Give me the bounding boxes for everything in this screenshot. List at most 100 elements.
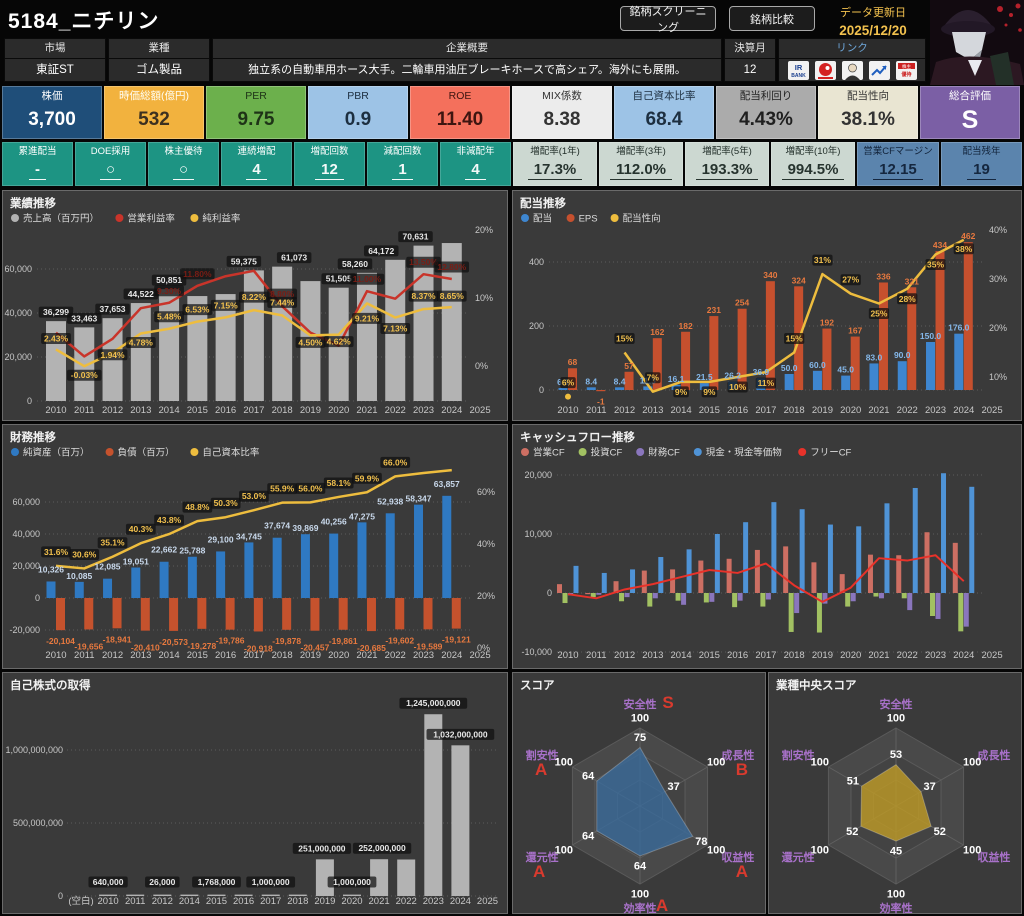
svg-text:2014: 2014 bbox=[671, 650, 692, 661]
svg-text:61,073: 61,073 bbox=[281, 253, 307, 263]
svg-text:-19,878: -19,878 bbox=[272, 636, 301, 646]
svg-text:53: 53 bbox=[890, 749, 902, 761]
metric-label: 自己資本比率 bbox=[632, 90, 696, 102]
svg-text:自己資本比率: 自己資本比率 bbox=[202, 447, 260, 459]
svg-text:55.9%: 55.9% bbox=[270, 484, 295, 494]
buffettcode-link-icon[interactable] bbox=[841, 61, 863, 80]
svg-text:59,375: 59,375 bbox=[231, 256, 257, 266]
svg-text:37,653: 37,653 bbox=[100, 304, 126, 314]
svg-text:70,631: 70,631 bbox=[403, 232, 429, 242]
svg-text:2017: 2017 bbox=[243, 650, 264, 661]
svg-text:2017: 2017 bbox=[755, 405, 776, 416]
svg-text:11%: 11% bbox=[758, 378, 775, 388]
metric-label: 連続増配 bbox=[237, 146, 276, 157]
svg-text:26.2: 26.2 bbox=[724, 371, 741, 381]
svg-text:6.53%: 6.53% bbox=[185, 305, 210, 315]
panel-score: 安全性 100 75 S 成長性 100 37 B 収益性 100 78 A 効率性 100 64 A 還元性 1… bbox=[512, 672, 766, 915]
irbank-link-icon[interactable]: IR BANK bbox=[787, 61, 809, 80]
svg-text:2024: 2024 bbox=[441, 650, 462, 661]
svg-text:13.50%: 13.50% bbox=[409, 257, 438, 267]
svg-text:2013: 2013 bbox=[130, 650, 151, 661]
svg-text:26,000: 26,000 bbox=[149, 877, 175, 887]
svg-text:20%: 20% bbox=[475, 225, 493, 235]
jiko-title: 自己株式の取得 bbox=[10, 680, 91, 692]
svg-text:7.44%: 7.44% bbox=[270, 297, 295, 307]
svg-text:-20,457: -20,457 bbox=[301, 643, 330, 653]
svg-text:40.3%: 40.3% bbox=[129, 524, 154, 534]
svg-text:5.48%: 5.48% bbox=[157, 312, 182, 322]
svg-text:9.30%: 9.30% bbox=[157, 286, 182, 296]
svg-text:-19,278: -19,278 bbox=[187, 641, 216, 651]
svg-text:2015: 2015 bbox=[187, 650, 208, 661]
svg-text:182: 182 bbox=[678, 321, 692, 331]
svg-text:52: 52 bbox=[934, 826, 946, 838]
metric2-増配率(5年): 増配率(5年) 193.3% bbox=[685, 142, 769, 186]
metric-配当性向: 配当性向 38.1% bbox=[818, 86, 918, 139]
compare-button[interactable]: 銘柄比較 bbox=[729, 6, 815, 31]
svg-text:60.0: 60.0 bbox=[809, 360, 826, 370]
metric2-株主優待: 株主優待 ○ bbox=[148, 142, 219, 186]
svg-text:64,172: 64,172 bbox=[368, 246, 394, 256]
svg-text:10%: 10% bbox=[475, 293, 493, 303]
svg-text:2021: 2021 bbox=[868, 405, 889, 416]
svg-text:68: 68 bbox=[568, 357, 578, 367]
svg-text:2018: 2018 bbox=[287, 896, 308, 907]
svg-text:83.0: 83.0 bbox=[866, 352, 883, 362]
metric-value: - bbox=[3, 158, 72, 182]
svg-text:1.94%: 1.94% bbox=[100, 350, 125, 360]
metric-value: 17.3% bbox=[514, 158, 596, 182]
svg-text:52,938: 52,938 bbox=[377, 496, 403, 506]
svg-text:38%: 38% bbox=[955, 244, 972, 254]
svg-text:100: 100 bbox=[707, 757, 725, 769]
metric2-増配率(3年): 増配率(3年) 112.0% bbox=[599, 142, 683, 186]
svg-text:2020: 2020 bbox=[328, 405, 349, 416]
gyoshu-score-title: 業種中央スコア bbox=[776, 680, 857, 692]
svg-text:400: 400 bbox=[529, 257, 544, 267]
svg-text:60,000: 60,000 bbox=[4, 264, 32, 274]
panel-cf: -10,000 0 10,000 20,000 2010 2011 2012 2013 2014… bbox=[512, 424, 1022, 669]
profile-avatar-image bbox=[930, 0, 1024, 85]
svg-text:324: 324 bbox=[792, 275, 806, 285]
svg-text:2024: 2024 bbox=[450, 896, 471, 907]
svg-text:2019: 2019 bbox=[314, 896, 335, 907]
metric-label: 減配回数 bbox=[383, 146, 422, 157]
svg-text:A: A bbox=[533, 862, 545, 881]
metric-value: 112.0% bbox=[600, 158, 682, 182]
svg-text:64: 64 bbox=[582, 771, 595, 783]
svg-text:20%: 20% bbox=[989, 323, 1007, 333]
links-cell: リンク IR BANK 株主 優待 bbox=[778, 38, 926, 82]
jiko-chart: 0 500,000,000 1,000,000,000 (空白) 2010 2011 201… bbox=[5, 697, 499, 907]
svg-text:2010: 2010 bbox=[557, 650, 578, 661]
metric-value: 193.3% bbox=[686, 158, 768, 182]
svg-text:100: 100 bbox=[811, 757, 829, 769]
svg-text:200: 200 bbox=[529, 321, 544, 331]
screening-button[interactable]: 銘柄スクリーニング bbox=[620, 6, 716, 34]
svg-text:-10,000: -10,000 bbox=[521, 647, 552, 657]
svg-text:-19,121: -19,121 bbox=[442, 635, 471, 645]
svg-text:成長性: 成長性 bbox=[721, 748, 754, 762]
svg-text:51: 51 bbox=[847, 776, 859, 788]
svg-text:割安性: 割安性 bbox=[782, 748, 815, 762]
svg-text:167: 167 bbox=[848, 326, 862, 336]
svg-text:1,245,000,000: 1,245,000,000 bbox=[406, 698, 461, 708]
svg-text:2017: 2017 bbox=[243, 405, 264, 416]
fiscal-month-cell: 決算月 12 bbox=[724, 38, 776, 82]
kabutan-link-icon[interactable] bbox=[814, 61, 836, 80]
yutai-link-icon[interactable]: 株主 優待 bbox=[895, 61, 917, 80]
svg-text:45: 45 bbox=[890, 846, 902, 858]
svg-text:44,522: 44,522 bbox=[128, 289, 154, 299]
metric2-営業CFマージン: 営業CFマージン 12.15 bbox=[857, 142, 939, 186]
svg-text:2016: 2016 bbox=[215, 405, 236, 416]
svg-text:2010: 2010 bbox=[45, 405, 66, 416]
svg-text:22,662: 22,662 bbox=[151, 545, 177, 555]
svg-text:100: 100 bbox=[555, 845, 573, 857]
svg-text:2017: 2017 bbox=[260, 896, 281, 907]
svg-text:4.78%: 4.78% bbox=[129, 337, 154, 347]
svg-text:-19,786: -19,786 bbox=[216, 636, 245, 646]
chart-link-icon[interactable] bbox=[868, 61, 890, 80]
svg-text:50,851: 50,851 bbox=[156, 275, 182, 285]
metric2-DOE採用: DOE採用 ○ bbox=[75, 142, 146, 186]
metric2-非減配年: 非減配年 4 bbox=[440, 142, 511, 186]
svg-text:優待: 優待 bbox=[900, 71, 911, 78]
